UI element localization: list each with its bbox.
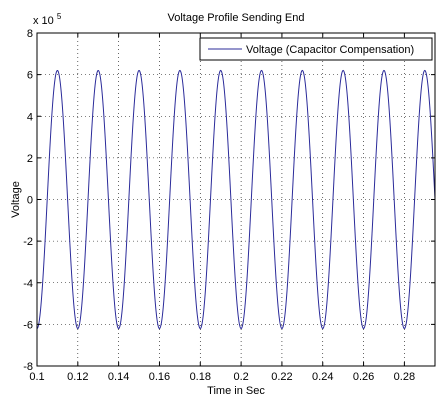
y-tick-label: 6 xyxy=(27,70,33,82)
y-tick-label: 2 xyxy=(27,153,33,165)
x-tick-label: 0.26 xyxy=(353,371,374,383)
series-line xyxy=(36,69,436,330)
chart-title: Voltage Profile Sending End xyxy=(168,12,305,24)
ticks: 0.1 0.12 0.14 0.16 0.18 0.2 0.22 0.24 0.26 0.28 -8… xyxy=(23,28,435,383)
x-tick-label: 0.16 xyxy=(149,371,170,383)
y-multiplier-exponent: 5 xyxy=(57,12,62,21)
x-tick-label: 0.24 xyxy=(312,371,333,383)
legend-entry-label: Voltage (Capacitor Compensation) xyxy=(246,44,414,56)
legend-box xyxy=(199,37,433,61)
x-tick-label: 0.18 xyxy=(190,371,211,383)
x-tick-label: 0.28 xyxy=(394,371,415,383)
y-tick-label: 4 xyxy=(27,111,33,123)
x-tick-label: 0.22 xyxy=(271,371,292,383)
y-tick-label: -2 xyxy=(23,236,33,248)
series-layer xyxy=(36,69,436,330)
x-tick-label: 0.14 xyxy=(108,371,129,383)
y-tick-label: -4 xyxy=(23,278,33,290)
x-tick-label: 0.2 xyxy=(233,371,248,383)
y-axis-multiplier: x 10 5 xyxy=(33,12,62,27)
y-tick-label: -6 xyxy=(23,319,33,331)
y-axis-label: Voltage xyxy=(10,181,22,218)
x-tick-label: 0.12 xyxy=(67,371,88,383)
x-axis-label: Time in Sec xyxy=(207,385,265,397)
x-tick-label: 0.1 xyxy=(29,371,44,383)
legend: Voltage (Capacitor Compensation) xyxy=(199,37,433,61)
y-tick-label: 8 xyxy=(27,28,33,40)
y-tick-label: -8 xyxy=(23,361,33,373)
y-multiplier-base: x 10 xyxy=(33,15,54,27)
y-tick-label: 0 xyxy=(27,195,33,207)
